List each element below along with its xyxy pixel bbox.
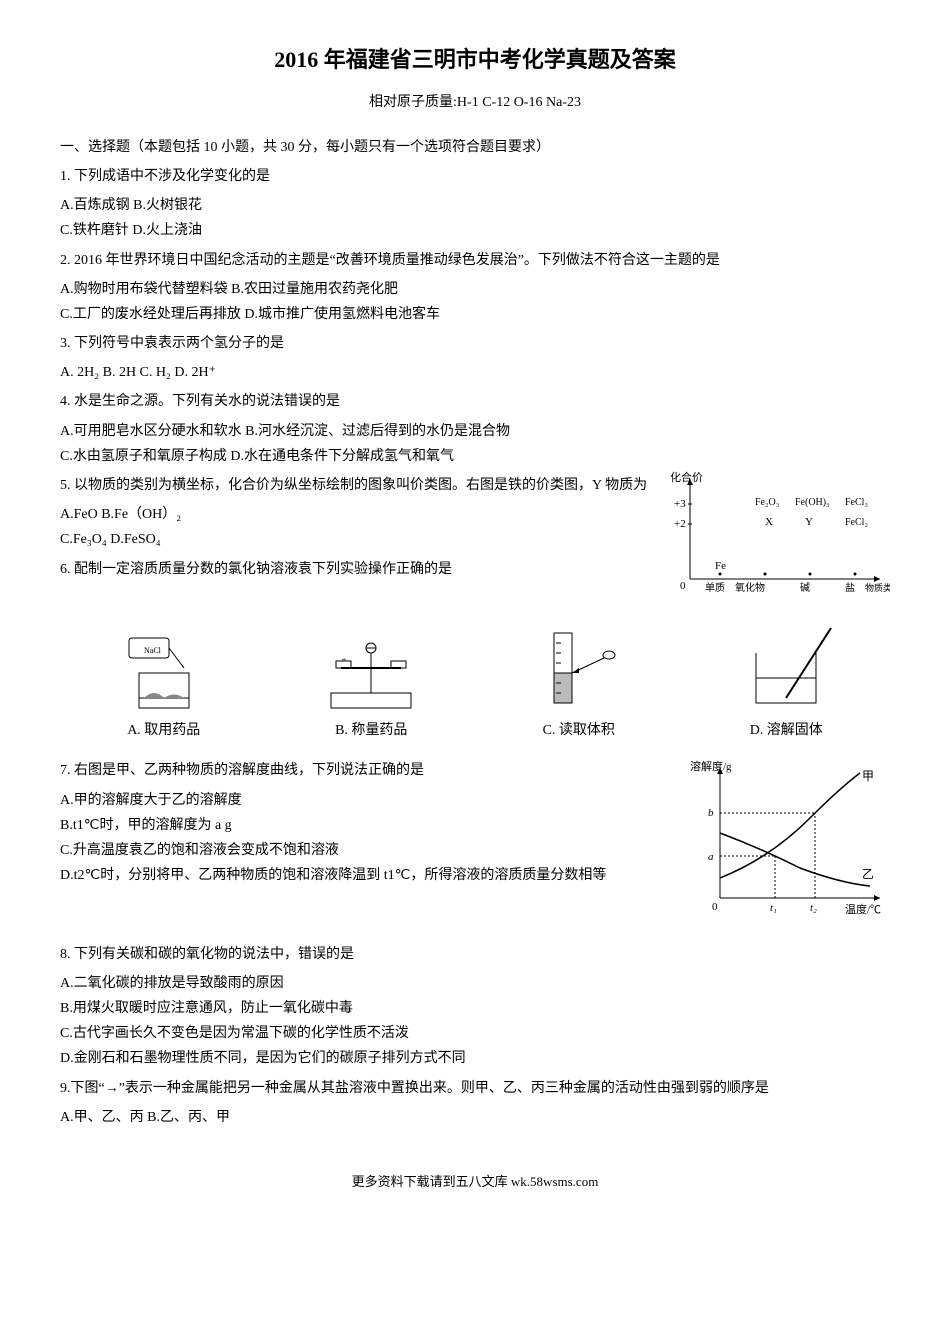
question-8: 8. 下列有关碳和碳的氧化物的说法中，错误的是	[60, 942, 890, 967]
chart7-xlabel: 温度/℃	[845, 902, 881, 916]
question-9-options-ab: A.甲、乙、丙 B.乙、丙、甲	[60, 1105, 890, 1130]
question-3: 3. 下列符号中袁表示两个氢分子的是	[60, 331, 890, 356]
page-footer: 更多资料下载请到五八文库 wk.58wsms.com	[60, 1170, 890, 1193]
chart-q7: 溶解度/g 温度/℃ 甲 乙 t₁ t₂ a b 0	[690, 758, 890, 937]
chart5-tick3: +3	[674, 498, 686, 510]
question-2-options-ab: A.购物时用布袋代替塑料袋 B.农田过量施用农药尧化肥	[60, 277, 890, 302]
chart7-t2: t₂	[810, 902, 817, 914]
page-subtitle: 相对原子质量:H-1 C-12 O-16 Na-23	[60, 90, 890, 115]
chart7-ylabel: 溶解度/g	[690, 759, 732, 773]
chart-q5: 化合价 +3 +2 0 Fe₂O₃ Fe(OH)₃ FeCl₃ X Y FeCl…	[670, 469, 890, 608]
chart7-zero: 0	[712, 901, 718, 913]
question-1: 1. 下列成语中不涉及化学变化的是	[60, 164, 890, 189]
chart7-t1: t₁	[770, 902, 777, 914]
question-8-option-b: B.用煤火取暖时应注意通风，防止一氧化碳中毒	[60, 996, 890, 1021]
page-title: 2016 年福建省三明市中考化学真题及答案	[60, 40, 890, 80]
question-4: 4. 水是生命之源。下列有关水的说法错误的是	[60, 389, 890, 414]
chart7-b: b	[708, 807, 714, 819]
chart5-y: Y	[805, 516, 813, 528]
q6-label-d: D. 溶解固体	[683, 718, 891, 743]
chart5-feoh3: Fe(OH)₃	[795, 497, 830, 508]
q6-image-c: C. 读取体积	[475, 623, 683, 743]
chart5-fe2o3: Fe₂O₃	[755, 497, 779, 508]
chart5-xlab1: 单质	[705, 582, 725, 594]
q6-label-c: C. 读取体积	[475, 718, 683, 743]
chart7-jia: 甲	[862, 769, 874, 783]
question-2-options-cd: C.工厂的废水经处理后再排放 D.城市推广使用氢燃料电池客车	[60, 302, 890, 327]
question-1-options-cd: C.铁杵磨针 D.火上浇油	[60, 218, 890, 243]
chart5-x: X	[765, 516, 773, 528]
q6-label-b: B. 称量药品	[268, 718, 476, 743]
chart5-xlab2: 氧化物	[735, 581, 765, 594]
chart5-xlab3: 碱	[800, 582, 810, 594]
chart5-fe: Fe	[715, 560, 726, 572]
question-8-option-d: D.金刚石和石墨物理性质不同，是因为它们的碳原子排列方式不同	[60, 1046, 890, 1071]
question-3-options: A. 2H₂ B. 2H C. H₂ D. 2H⁺	[60, 360, 890, 385]
svg-text:NaCl: NaCl	[144, 646, 162, 655]
chart5-xlab4: 盐	[845, 581, 855, 594]
section-header: 一、选择题（本题包括 10 小题，共 30 分，每小题只有一个选项符合题目要求）	[60, 135, 890, 160]
chart5-ylabel: 化合价	[670, 470, 703, 484]
question-8-option-a: A.二氧化碳的排放是导致酸雨的原因	[60, 971, 890, 996]
question-9: 9.下图“→”表示一种金属能把另一种金属从其盐溶液中置换出来。则甲、乙、丙三种金…	[60, 1076, 890, 1101]
q6-image-row: NaCl A. 取用药品 B. 称量药品	[60, 623, 890, 743]
question-4-options-cd: C.水由氢原子和氧原子构成 D.水在通电条件下分解成氢气和氧气	[60, 444, 890, 469]
q6-image-b: B. 称量药品	[268, 623, 476, 743]
question-1-options-ab: A.百炼成钢 B.火树银花	[60, 193, 890, 218]
chart5-tick0: 0	[680, 580, 686, 592]
chart5-fecl2: FeCl₂	[845, 517, 868, 528]
question-2: 2. 2016 年世界环境日中国纪念活动的主题是“改善环境质量推动绿色发展治”。…	[60, 248, 890, 273]
q6-image-a: NaCl A. 取用药品	[60, 623, 268, 743]
chart5-xlab5: 物质类别	[865, 582, 890, 593]
q6-label-a: A. 取用药品	[60, 718, 268, 743]
chart5-fecl3: FeCl₃	[845, 497, 868, 508]
question-8-option-c: C.古代字画长久不变色是因为常温下碳的化学性质不活泼	[60, 1021, 890, 1046]
chart7-yi: 乙	[862, 867, 874, 881]
q6-image-d: D. 溶解固体	[683, 623, 891, 743]
question-4-options-ab: A.可用肥皂水区分硬水和软水 B.河水经沉淀、过滤后得到的水仍是混合物	[60, 419, 890, 444]
chart5-tick2: +2	[674, 518, 686, 530]
chart7-a: a	[708, 851, 714, 863]
